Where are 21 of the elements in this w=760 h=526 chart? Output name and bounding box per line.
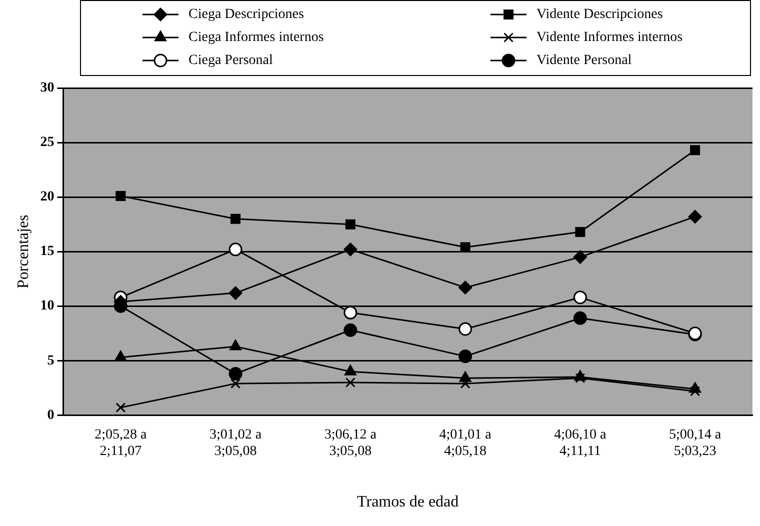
- y-axis-title: Porcentajes: [14, 214, 32, 288]
- y-tick-label: 10: [40, 298, 54, 314]
- x-tick-label: 2;05,28 a 2;11,07: [94, 427, 148, 460]
- legend-label: Ciega Personal: [188, 53, 273, 68]
- legend-label: Vidente Descripciones: [536, 7, 663, 22]
- x-tick-label: 4;06,10 a 4;11,11: [554, 427, 608, 460]
- legend-label: Ciega Descripciones: [188, 7, 304, 22]
- legend-label: Vidente Informes internos: [536, 30, 683, 46]
- x-tick-label: 3;06,12 a 3;05,08: [324, 427, 378, 460]
- y-tick-label: 25: [40, 135, 54, 150]
- legend-label: Vidente Personal: [536, 53, 632, 68]
- y-tick-label: 30: [40, 80, 54, 96]
- x-tick-label: 5;00,14 a 5;03,23: [669, 427, 722, 460]
- y-tick-label: 20: [40, 190, 54, 205]
- y-tick-label: 15: [40, 244, 54, 260]
- y-tick-label: 5: [47, 353, 54, 368]
- y-tick-label: 0: [47, 408, 54, 423]
- x-tick-label: 4;01,01 a 4;05,18: [439, 427, 492, 460]
- x-axis-title: Tramos de edad: [357, 494, 459, 511]
- x-tick-label: 3;01,02 a 3;05,08: [209, 427, 262, 460]
- legend-label: Ciega Informes internos: [188, 30, 324, 46]
